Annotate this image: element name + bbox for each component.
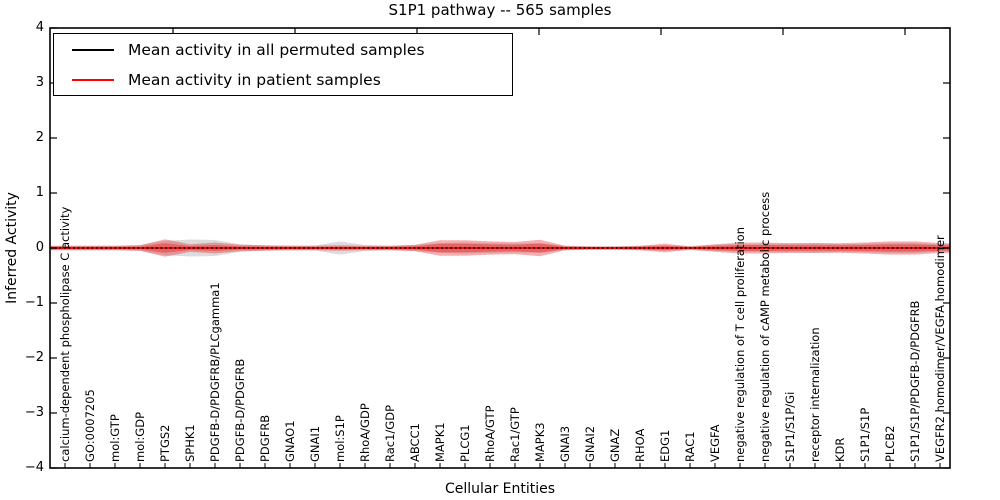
x-tick-label: SPHK1 (183, 424, 197, 462)
x-tick-label: RhoA/GTP (483, 405, 497, 462)
x-tick-label: VEGFR2 homodimer/VEGFA homodimer (933, 235, 947, 462)
x-tick-label: GNAI1 (308, 425, 322, 462)
x-tick-label: GO:0007205 (83, 389, 97, 462)
x-tick-label: mol:GTP (108, 414, 122, 462)
x-tick-label: mol:S1P (333, 415, 347, 462)
x-tick-label: KDR (833, 437, 847, 462)
y-tick-label: 1 (35, 185, 44, 200)
x-tick-label: S1P1/S1P/Gi (783, 391, 797, 462)
legend-label-patient: Mean activity in patient samples (128, 71, 381, 89)
x-tick-label: calcium-dependent phospholipase C activi… (58, 206, 72, 462)
x-tick-label: MAPK3 (533, 422, 547, 462)
x-tick-label: GNAI3 (558, 425, 572, 462)
patient-line-swatch (72, 79, 114, 81)
y-tick-label: 4 (35, 20, 44, 35)
x-tick-label: PDGFB-D/PDGFRB (233, 358, 247, 462)
legend: Mean activity in all permuted samples Me… (53, 33, 513, 96)
x-tick-label: GNAO1 (283, 420, 297, 462)
x-tick-label: PLCG1 (458, 424, 472, 462)
x-tick-label: EDG1 (658, 429, 672, 462)
x-tick-label: GNAZ (608, 428, 622, 462)
y-tick-label: −1 (24, 295, 44, 310)
permuted-line-swatch (72, 49, 114, 51)
y-tick-label: −4 (24, 460, 44, 475)
y-tick-label: 3 (35, 75, 44, 90)
y-tick-label: 0 (35, 240, 44, 255)
legend-row-patient: Mean activity in patient samples (54, 66, 512, 94)
legend-row-permuted: Mean activity in all permuted samples (54, 36, 512, 64)
x-tick-label: mol:GDP (133, 411, 147, 462)
x-tick-label: negative regulation of cAMP metabolic pr… (758, 191, 772, 462)
x-tick-label: receptor internalization (808, 327, 822, 462)
x-tick-label: negative regulation of T cell proliferat… (733, 226, 747, 462)
chart-title: S1P1 pathway -- 565 samples (388, 1, 612, 19)
x-tick-label: Rac1/GTP (508, 407, 522, 462)
x-tick-label: S1P1/S1P/PDGFB-D/PDGFRB (908, 300, 922, 462)
y-tick-label: −3 (24, 405, 44, 420)
x-tick-label: ABCC1 (408, 423, 422, 462)
x-axis-label: Cellular Entities (444, 481, 556, 497)
legend-label-permuted: Mean activity in all permuted samples (128, 41, 425, 59)
x-tick-label: RHOA (633, 428, 647, 462)
x-tick-label: PDGFRB (258, 414, 272, 462)
y-tick-label: −2 (24, 350, 44, 365)
x-tick-label: Rac1/GDP (383, 404, 397, 462)
x-tick-label: GNAI2 (583, 425, 597, 462)
x-tick-label: RAC1 (683, 431, 697, 462)
x-tick-label: VEGFA (708, 424, 722, 462)
x-tick-label: PTGS2 (158, 424, 172, 463)
x-tick-label: MAPK1 (433, 422, 447, 462)
y-tick-label: 2 (35, 130, 44, 145)
x-tick-label: PLCB2 (883, 425, 897, 462)
x-tick-label: S1P1/S1P (858, 407, 872, 462)
x-tick-label: PDGFB-D/PDGFRB/PLCgamma1 (208, 282, 222, 462)
x-tick-label: RhoA/GDP (358, 403, 372, 462)
